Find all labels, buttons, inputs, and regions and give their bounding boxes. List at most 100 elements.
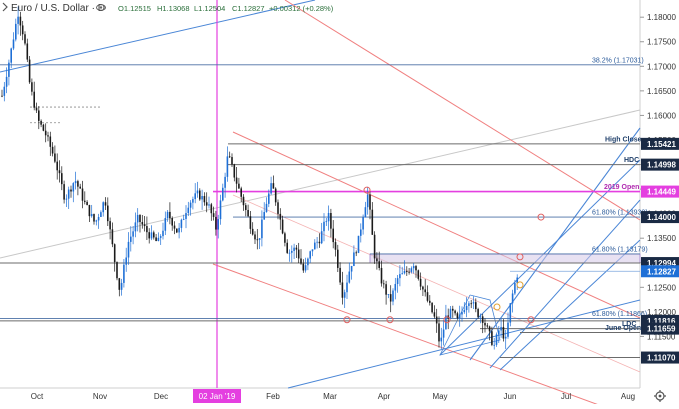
candle[interactable] — [302, 259, 305, 273]
candle[interactable] — [19, 11, 22, 36]
candle[interactable] — [136, 208, 139, 232]
candle[interactable] — [3, 81, 6, 102]
candle[interactable] — [132, 225, 134, 245]
time-axis[interactable] — [0, 388, 640, 404]
candle[interactable] — [212, 206, 215, 221]
candle[interactable] — [196, 181, 199, 198]
candle[interactable] — [304, 257, 307, 273]
candle[interactable] — [1, 89, 3, 98]
candle[interactable] — [291, 245, 293, 263]
candle[interactable] — [245, 202, 247, 217]
candle[interactable] — [394, 277, 397, 300]
candle[interactable] — [263, 202, 265, 220]
trendline[interactable] — [287, 299, 641, 389]
candle[interactable] — [500, 318, 502, 338]
candle[interactable] — [272, 175, 275, 189]
candle[interactable] — [449, 305, 452, 320]
candle[interactable] — [366, 186, 369, 215]
candle[interactable] — [164, 211, 167, 236]
candle[interactable] — [371, 202, 374, 235]
candle[interactable] — [284, 231, 286, 247]
candle[interactable] — [235, 166, 238, 193]
candle[interactable] — [169, 202, 171, 225]
candle[interactable] — [21, 20, 24, 41]
candle[interactable] — [498, 325, 500, 344]
candle[interactable] — [392, 288, 394, 306]
candle[interactable] — [146, 216, 148, 240]
candle[interactable] — [350, 265, 353, 280]
candle[interactable] — [72, 182, 75, 203]
candle[interactable] — [203, 192, 206, 206]
candle[interactable] — [185, 205, 187, 229]
candle[interactable] — [438, 316, 440, 348]
candle[interactable] — [224, 172, 226, 198]
candle[interactable] — [104, 197, 107, 211]
collapse-icon[interactable] — [2, 2, 8, 12]
candle[interactable] — [279, 208, 282, 230]
candle[interactable] — [251, 222, 254, 236]
candle[interactable] — [162, 222, 164, 240]
candle[interactable] — [240, 186, 242, 203]
candle[interactable] — [323, 213, 325, 242]
candle[interactable] — [293, 243, 295, 259]
candle[interactable] — [42, 123, 45, 132]
candle[interactable] — [440, 327, 443, 350]
candle[interactable] — [406, 266, 408, 276]
candle[interactable] — [49, 131, 52, 156]
candle[interactable] — [463, 302, 466, 314]
candle[interactable] — [343, 289, 346, 308]
candle[interactable] — [270, 176, 272, 196]
candle[interactable] — [479, 313, 482, 324]
candle[interactable] — [481, 313, 484, 334]
candle[interactable] — [256, 229, 259, 250]
candle[interactable] — [157, 232, 160, 242]
candle[interactable] — [412, 263, 415, 274]
candle[interactable] — [254, 231, 256, 245]
eye-icon[interactable] — [96, 4, 106, 11]
candle[interactable] — [111, 222, 114, 248]
candle[interactable] — [475, 298, 477, 313]
candle[interactable] — [484, 318, 486, 333]
candle[interactable] — [325, 218, 328, 226]
candle[interactable] — [173, 221, 176, 235]
candle[interactable] — [35, 102, 38, 114]
candle[interactable] — [86, 200, 88, 206]
candle[interactable] — [504, 329, 507, 349]
candle[interactable] — [217, 214, 219, 239]
candle[interactable] — [97, 213, 100, 229]
candle[interactable] — [148, 228, 150, 244]
candle[interactable] — [199, 188, 201, 201]
candle[interactable] — [311, 249, 314, 257]
candle[interactable] — [139, 214, 141, 233]
candle[interactable] — [61, 166, 63, 191]
candle[interactable] — [477, 307, 479, 319]
candle[interactable] — [233, 163, 236, 182]
candle[interactable] — [17, 6, 19, 35]
candle[interactable] — [369, 191, 371, 220]
candle[interactable] — [56, 153, 58, 180]
candle[interactable] — [300, 249, 302, 265]
candle[interactable] — [383, 279, 385, 289]
candle[interactable] — [452, 305, 454, 318]
candle[interactable] — [348, 262, 351, 284]
candle[interactable] — [332, 220, 334, 249]
candle[interactable] — [486, 323, 489, 329]
candle[interactable] — [247, 204, 249, 218]
candle[interactable] — [15, 18, 17, 42]
candle[interactable] — [376, 252, 378, 270]
candle[interactable] — [113, 243, 116, 272]
candle[interactable] — [516, 274, 518, 290]
candle[interactable] — [429, 295, 431, 306]
candle[interactable] — [362, 214, 364, 235]
candle[interactable] — [426, 285, 429, 303]
candle[interactable] — [378, 251, 380, 271]
candle[interactable] — [155, 234, 157, 242]
candle[interactable] — [182, 214, 185, 221]
candle[interactable] — [166, 209, 169, 222]
candle[interactable] — [353, 245, 355, 267]
candle[interactable] — [120, 278, 123, 296]
candle[interactable] — [215, 210, 217, 236]
candle[interactable] — [465, 297, 468, 318]
candle[interactable] — [153, 230, 155, 240]
candle[interactable] — [403, 260, 406, 275]
